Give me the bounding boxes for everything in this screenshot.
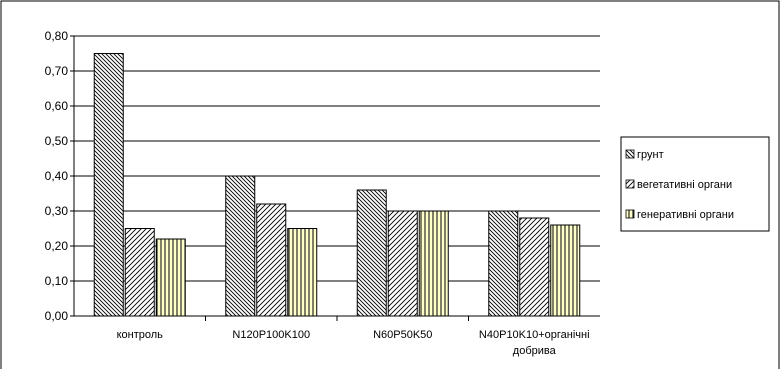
bar xyxy=(287,228,318,317)
y-tick-label: 0,70 xyxy=(45,64,69,78)
bar xyxy=(519,217,550,317)
y-tick-label: 0,80 xyxy=(45,29,69,43)
legend-label: грунт xyxy=(637,149,664,161)
y-tick-label: 0,00 xyxy=(45,309,69,323)
legend-swatch xyxy=(625,179,635,189)
x-category-label-line: контроль xyxy=(117,329,164,341)
bar xyxy=(356,189,387,317)
x-category-label: N120P100K100 xyxy=(232,329,310,341)
legend-label: вегетативні органи xyxy=(637,179,732,191)
y-tick-label: 0,60 xyxy=(45,99,69,113)
y-tick-label: 0,20 xyxy=(45,239,69,253)
bar xyxy=(225,175,256,317)
bar xyxy=(387,210,418,317)
x-category-label: N60P50K50 xyxy=(373,329,432,341)
x-category-label-line: N60P50K50 xyxy=(373,329,432,341)
bar xyxy=(93,53,124,317)
x-category-label: контроль xyxy=(117,329,164,341)
x-category-label-line: добрива xyxy=(513,345,557,357)
x-category-label-line: N120P100K100 xyxy=(232,329,310,341)
legend-swatch xyxy=(625,149,635,159)
x-category-label: N40P10K10+органічні добрива xyxy=(479,329,590,357)
y-tick-label: 0,30 xyxy=(45,204,69,218)
legend-swatch xyxy=(625,209,635,219)
y-tick-label: 0,10 xyxy=(45,274,69,288)
bar xyxy=(418,210,449,317)
bar xyxy=(550,224,581,317)
legend-box xyxy=(620,136,770,232)
legend-label: генеративні органи xyxy=(637,209,734,221)
bar xyxy=(124,228,155,317)
y-tick-label: 0,50 xyxy=(45,134,69,148)
x-category-label-line: N40P10K10+органічні xyxy=(479,329,590,341)
bar xyxy=(256,203,287,317)
bar xyxy=(488,210,519,317)
bar xyxy=(155,238,186,317)
y-tick-label: 0,40 xyxy=(45,169,69,183)
